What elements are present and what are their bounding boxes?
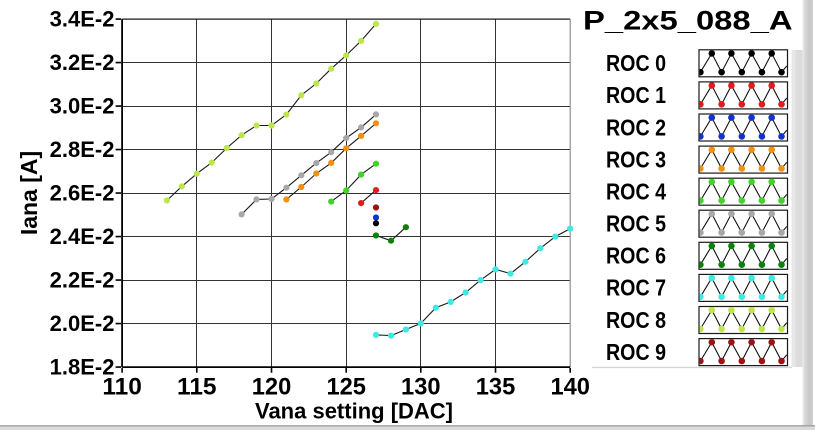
- svg-text:ROC 6: ROC 6: [606, 243, 666, 269]
- svg-text:ROC 2: ROC 2: [606, 114, 666, 140]
- svg-text:2.8E-2: 2.8E-2: [50, 137, 115, 162]
- svg-text:Iana [A]: Iana [A]: [16, 151, 42, 235]
- svg-text:ROC 8: ROC 8: [606, 307, 666, 333]
- svg-text:1.8E-2: 1.8E-2: [50, 355, 115, 380]
- svg-text:ROC 0: ROC 0: [606, 50, 666, 76]
- svg-text:P_2x5_088_A: P_2x5_088_A: [583, 6, 793, 36]
- svg-text:120: 120: [252, 374, 292, 401]
- svg-text:3.4E-2: 3.4E-2: [50, 7, 115, 32]
- svg-text:ROC 1: ROC 1: [606, 82, 666, 108]
- svg-text:130: 130: [401, 374, 441, 401]
- svg-text:2.4E-2: 2.4E-2: [50, 224, 115, 249]
- svg-text:2.2E-2: 2.2E-2: [50, 268, 115, 293]
- svg-text:115: 115: [177, 374, 217, 401]
- svg-text:ROC 9: ROC 9: [606, 339, 666, 365]
- svg-text:2.0E-2: 2.0E-2: [50, 311, 115, 336]
- svg-text:ROC 3: ROC 3: [606, 146, 666, 172]
- svg-text:ROC 7: ROC 7: [606, 275, 666, 301]
- svg-text:3.0E-2: 3.0E-2: [50, 94, 115, 119]
- svg-text:140: 140: [550, 374, 590, 401]
- svg-text:125: 125: [326, 374, 366, 401]
- svg-text:2.6E-2: 2.6E-2: [50, 181, 115, 206]
- svg-text:135: 135: [476, 374, 516, 401]
- svg-text:Vana setting [DAC]: Vana setting [DAC]: [255, 399, 453, 424]
- svg-text:110: 110: [102, 374, 142, 401]
- svg-text:ROC 5: ROC 5: [606, 211, 666, 237]
- svg-text:3.2E-2: 3.2E-2: [50, 50, 115, 75]
- svg-text:ROC 4: ROC 4: [606, 179, 666, 205]
